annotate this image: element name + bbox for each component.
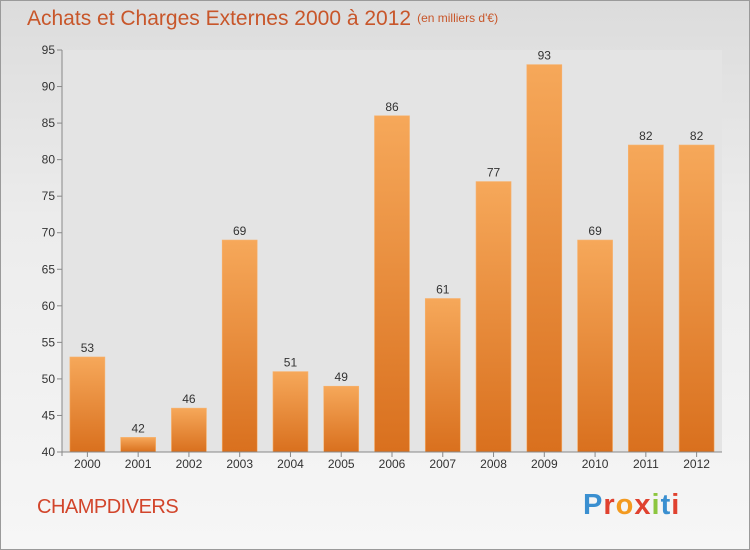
data-label: 77 (487, 166, 501, 180)
logo-letter: P (583, 489, 604, 521)
x-tick-label: 2006 (379, 457, 406, 471)
chart-title-text: Achats et Charges Externes 2000 à 2012 (27, 7, 412, 30)
bar (628, 144, 664, 453)
proxiti-logo: Proxiti (583, 489, 680, 522)
x-tick-label: 2007 (429, 457, 456, 471)
x-tick-label: 2012 (683, 457, 710, 471)
data-label: 46 (182, 392, 196, 406)
logo-letter: r (603, 489, 616, 521)
y-tick-label: 70 (42, 226, 56, 240)
bar (120, 437, 156, 453)
y-tick-label: 55 (42, 335, 56, 349)
y-tick-label: 95 (42, 43, 56, 57)
data-label: 49 (335, 370, 349, 384)
y-tick-label: 45 (42, 408, 56, 422)
bar (526, 64, 563, 453)
x-tick-label: 2000 (74, 457, 101, 471)
bar (475, 181, 512, 453)
y-tick-label: 40 (42, 445, 56, 459)
data-label: 51 (284, 356, 298, 370)
data-label: 69 (588, 224, 602, 238)
logo-letter: i (651, 489, 661, 521)
bar (221, 239, 258, 453)
x-tick-label: 2004 (277, 457, 304, 471)
bar (374, 115, 410, 453)
chart-title: Achats et Charges Externes 2000 à 2012 (e… (27, 7, 498, 31)
data-label: 86 (385, 100, 399, 114)
data-label: 82 (639, 129, 653, 143)
y-tick-label: 50 (42, 372, 56, 386)
y-tick-label: 85 (42, 116, 56, 130)
bar (323, 385, 360, 453)
x-tick-label: 2003 (226, 457, 253, 471)
logo-letter: i (671, 489, 681, 521)
x-tick-label: 2010 (582, 457, 609, 471)
x-tick-label: 2002 (176, 457, 203, 471)
y-tick-label: 65 (42, 262, 56, 276)
bar (577, 239, 613, 453)
data-label: 82 (690, 129, 704, 143)
bar (69, 356, 106, 453)
logo-letter: t (660, 489, 672, 521)
bar (424, 298, 461, 453)
bar (272, 371, 309, 453)
chart-unit: (en milliers d'€) (417, 11, 499, 25)
x-tick-label: 2001 (125, 457, 152, 471)
logo-letter: o (615, 489, 635, 521)
data-label: 61 (436, 283, 450, 297)
bar (171, 407, 207, 453)
x-tick-label: 2009 (531, 457, 558, 471)
bar (678, 144, 715, 453)
commune-name: CHAMPDIVERS (37, 496, 179, 518)
data-label: 69 (233, 224, 247, 238)
y-tick-label: 80 (42, 153, 56, 167)
x-tick-label: 2011 (633, 457, 659, 471)
x-tick-label: 2005 (328, 457, 355, 471)
y-tick-label: 60 (42, 299, 56, 313)
data-label: 42 (131, 421, 145, 435)
logo-letter: x (634, 489, 652, 521)
data-label: 93 (538, 49, 552, 63)
y-tick-label: 90 (42, 80, 56, 94)
data-label: 53 (81, 341, 95, 355)
y-tick-label: 75 (42, 189, 56, 203)
x-tick-label: 2008 (480, 457, 507, 471)
